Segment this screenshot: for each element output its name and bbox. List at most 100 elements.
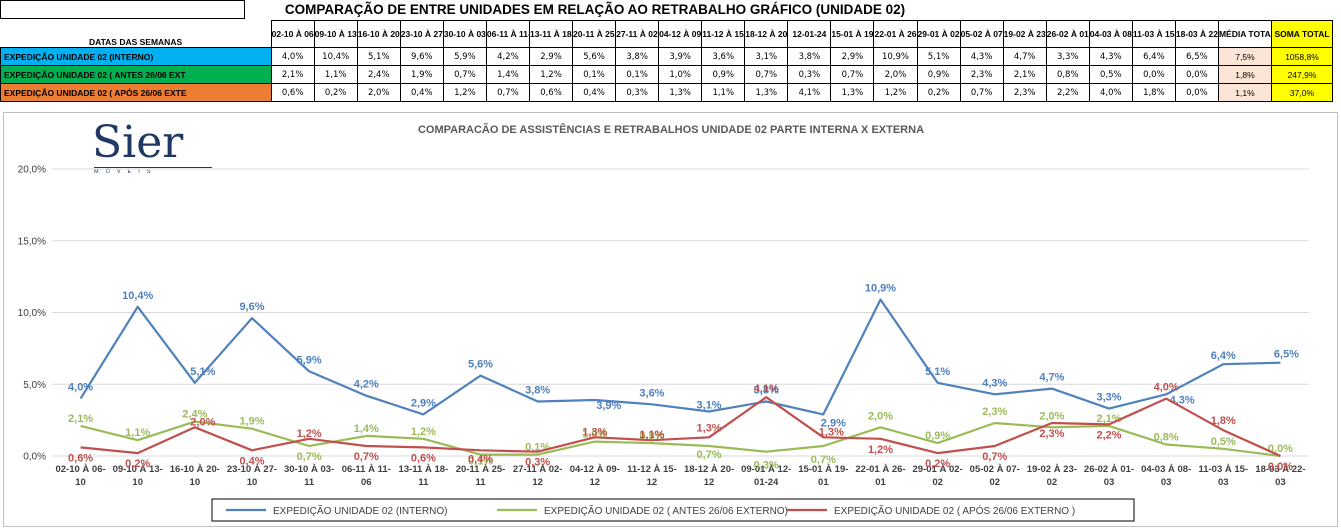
soma-cell[interactable]: 37,0% <box>1270 83 1334 102</box>
value-cell[interactable]: 0,1% <box>615 65 660 84</box>
value-cell[interactable]: 0,2% <box>916 83 961 102</box>
media-cell[interactable]: 7,5% <box>1217 47 1272 66</box>
value-cell[interactable]: 0,2% <box>313 83 358 102</box>
value-cell[interactable]: 5,1% <box>356 47 401 66</box>
name-box[interactable] <box>0 0 245 19</box>
week-header[interactable]: 23-10 À 27-10 <box>399 20 444 48</box>
value-cell[interactable]: 0,0% <box>1174 83 1219 102</box>
value-cell[interactable]: 1,4% <box>485 65 530 84</box>
value-cell[interactable]: 1,2% <box>873 83 918 102</box>
week-header[interactable]: 18-03 À 22-03 <box>1174 20 1219 48</box>
soma-cell[interactable]: 1058,8% <box>1270 47 1334 66</box>
value-cell[interactable]: 3,8% <box>615 47 660 66</box>
value-cell[interactable]: 0,3% <box>615 83 660 102</box>
media-cell[interactable]: 1,1% <box>1217 83 1272 102</box>
week-header[interactable]: 18-12 À 20-12 <box>744 20 789 48</box>
value-cell[interactable]: 1,2% <box>442 83 487 102</box>
value-cell[interactable]: 4,2% <box>485 47 530 66</box>
value-cell[interactable]: 1,3% <box>830 83 875 102</box>
value-cell[interactable]: 6,5% <box>1174 47 1219 66</box>
soma-header[interactable]: SOMA TOTAL <box>1270 20 1334 48</box>
value-cell[interactable]: 0,6% <box>528 83 574 102</box>
week-header[interactable]: 19-02 À 23-02 <box>1002 20 1047 48</box>
value-cell[interactable]: 4,3% <box>1088 47 1133 66</box>
value-cell[interactable]: 0,3% <box>787 65 832 84</box>
value-cell[interactable]: 5,6% <box>572 47 617 66</box>
value-cell[interactable]: 2,3% <box>1002 83 1047 102</box>
value-cell[interactable]: 4,0% <box>270 47 315 66</box>
value-cell[interactable]: 2,2% <box>1045 83 1090 102</box>
media-header[interactable]: MÉDIA TOTAL <box>1217 20 1272 48</box>
week-header[interactable]: 11-03 À 15-03 <box>1131 20 1176 48</box>
week-header[interactable]: 06-11 À 11-06 <box>485 20 530 48</box>
value-cell[interactable]: 1,8% <box>1131 83 1176 102</box>
value-cell[interactable]: 0,4% <box>399 83 444 102</box>
value-cell[interactable]: 0,9% <box>701 65 746 84</box>
week-header[interactable]: 09-10 À 13-10 <box>313 20 358 48</box>
value-cell[interactable]: 0,7% <box>485 83 530 102</box>
value-cell[interactable]: 3,6% <box>701 47 746 66</box>
value-cell[interactable]: 0,8% <box>1045 65 1090 84</box>
week-header[interactable]: 30-10 À 03-11 <box>442 20 487 48</box>
week-header[interactable]: 11-12 À 15-12 <box>701 20 746 48</box>
week-header[interactable]: 26-02 À 01-03 <box>1045 20 1090 48</box>
value-cell[interactable]: 3,3% <box>1045 47 1090 66</box>
value-cell[interactable]: 1,1% <box>313 65 358 84</box>
value-cell[interactable]: 0,6% <box>270 83 315 102</box>
week-header[interactable]: 05-02 À 07-02 <box>959 20 1004 48</box>
value-cell[interactable]: 1,3% <box>744 83 789 102</box>
value-cell[interactable]: 2,3% <box>959 65 1004 84</box>
value-cell[interactable]: 2,0% <box>356 83 401 102</box>
value-cell[interactable]: 5,1% <box>916 47 961 66</box>
week-header[interactable]: 29-01 À 02-02 <box>916 20 961 48</box>
value-cell[interactable]: 0,7% <box>959 83 1004 102</box>
value-cell[interactable]: 4,3% <box>959 47 1004 66</box>
value-cell[interactable]: 3,9% <box>658 47 703 66</box>
value-cell[interactable]: 10,4% <box>313 47 358 66</box>
row-label[interactable]: EXPEDIÇÃO UNIDADE 02 ( APÓS 26/06 EXTE <box>0 83 272 102</box>
value-cell[interactable]: 2,1% <box>1002 65 1047 84</box>
value-cell[interactable]: 6,4% <box>1131 47 1176 66</box>
week-header[interactable]: 27-11 À 02-12 <box>615 20 660 48</box>
value-cell[interactable]: 1,9% <box>399 65 444 84</box>
week-header[interactable]: 02-10 À 06-10 <box>270 20 315 48</box>
value-cell[interactable]: 0,0% <box>1131 65 1176 84</box>
row-label[interactable]: EXPEDIÇÃO UNIDADE 02 (INTERNO) <box>0 47 272 66</box>
value-cell[interactable]: 0,0% <box>1174 65 1219 84</box>
row-label[interactable]: EXPEDIÇÃO UNIDADE 02 ( ANTES 26/06 EXT <box>0 65 272 84</box>
week-header[interactable]: 20-11 À 25-11 <box>572 20 617 48</box>
value-cell[interactable]: 1,2% <box>528 65 574 84</box>
value-cell[interactable]: 2,0% <box>873 65 918 84</box>
week-header[interactable]: 22-01 À 26-01 <box>873 20 918 48</box>
value-cell[interactable]: 5,9% <box>442 47 487 66</box>
soma-cell[interactable]: 247,9% <box>1270 65 1334 84</box>
value-cell[interactable]: 2,9% <box>528 47 574 66</box>
value-cell[interactable]: 4,7% <box>1002 47 1047 66</box>
value-cell[interactable]: 3,1% <box>744 47 789 66</box>
media-cell[interactable]: 1,8% <box>1217 65 1272 84</box>
value-cell[interactable]: 4,1% <box>787 83 832 102</box>
value-cell[interactable]: 0,5% <box>1088 65 1133 84</box>
value-cell[interactable]: 0,7% <box>830 65 875 84</box>
value-cell[interactable]: 2,4% <box>356 65 401 84</box>
value-cell[interactable]: 9,6% <box>399 47 444 66</box>
chart-area[interactable]: Sier MÓVEIS COMPARACÃO DE ASSISTÊNCIAS E… <box>3 112 1338 527</box>
value-cell[interactable]: 3,8% <box>787 47 832 66</box>
value-cell[interactable]: 0,4% <box>572 83 617 102</box>
value-cell[interactable]: 1,1% <box>701 83 746 102</box>
week-header[interactable]: 16-10 À 20-10 <box>356 20 401 48</box>
week-header[interactable]: 12-01-24 <box>787 20 832 48</box>
value-cell[interactable]: 2,9% <box>830 47 875 66</box>
value-cell[interactable]: 0,9% <box>916 65 961 84</box>
value-cell[interactable]: 1,3% <box>658 83 703 102</box>
value-cell[interactable]: 4,0% <box>1088 83 1133 102</box>
week-header[interactable]: 04-03 À 08-03 <box>1088 20 1133 48</box>
week-header[interactable]: 13-11 À 18-11 <box>528 20 574 48</box>
value-cell[interactable]: 2,1% <box>270 65 315 84</box>
week-header[interactable]: 15-01 À 19-01 <box>830 20 875 48</box>
week-header[interactable]: 04-12 À 09-12 <box>658 20 703 48</box>
value-cell[interactable]: 0,7% <box>744 65 789 84</box>
value-cell[interactable]: 0,7% <box>442 65 487 84</box>
value-cell[interactable]: 1,0% <box>658 65 703 84</box>
value-cell[interactable]: 0,1% <box>572 65 617 84</box>
